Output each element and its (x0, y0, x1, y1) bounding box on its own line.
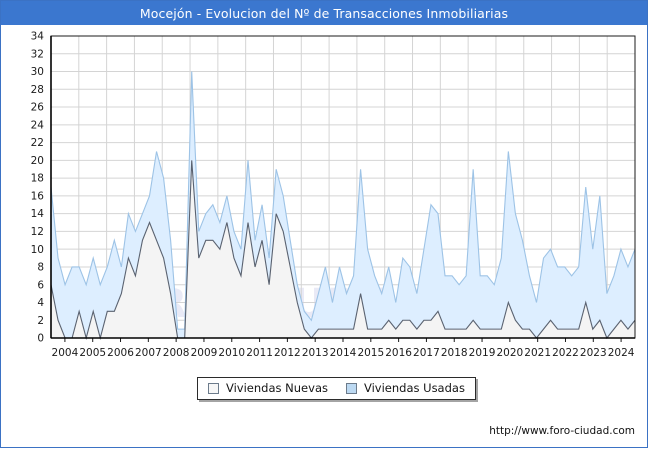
svg-text:2020: 2020 (496, 347, 523, 359)
svg-text:2015: 2015 (357, 347, 384, 359)
svg-text:2023: 2023 (580, 347, 607, 359)
svg-text:2006: 2006 (107, 347, 134, 359)
svg-text:2019: 2019 (469, 347, 496, 359)
svg-text:34: 34 (31, 31, 45, 43)
window-title-bar: Mocejón - Evolucion del Nº de Transaccio… (1, 1, 647, 25)
svg-text:16: 16 (31, 190, 45, 202)
page-title: Mocejón - Evolucion del Nº de Transaccio… (139, 5, 509, 21)
svg-text:2018: 2018 (441, 347, 468, 359)
svg-text:2014: 2014 (330, 347, 357, 359)
svg-text:2012: 2012 (274, 347, 301, 359)
svg-text:2: 2 (37, 315, 44, 327)
plot-area: 0 2 4 6 8 10 12 14 16 18 20 22 24 26 28 30 32 34 2004 2005… (1, 25, 647, 449)
series-viviendas-nuevas (50, 160, 636, 341)
svg-text:2005: 2005 (79, 347, 106, 359)
svg-text:32: 32 (31, 48, 44, 60)
legend-item-viviendas-nuevas[interactable]: Viviendas Nuevas (208, 381, 328, 395)
legend-label-usadas: Viviendas Usadas (363, 381, 465, 395)
svg-text:0: 0 (37, 333, 44, 345)
svg-text:24: 24 (31, 119, 45, 131)
svg-text:2008: 2008 (163, 347, 190, 359)
svg-text:10: 10 (31, 244, 44, 256)
svg-text:2013: 2013 (302, 347, 329, 359)
svg-text:2022: 2022 (552, 347, 579, 359)
svg-text:6: 6 (37, 279, 44, 291)
axis-frame (50, 35, 636, 342)
svg-text:2021: 2021 (524, 347, 551, 359)
svg-text:2007: 2007 (135, 347, 162, 359)
x-axis-tick-labels: 2004 2005 2006 2007 2008 2009 2010 2011 2012 2013… (52, 347, 635, 359)
svg-text:22: 22 (31, 137, 44, 149)
legend-item-viviendas-usadas[interactable]: Viviendas Usadas (345, 381, 465, 395)
svg-text:18: 18 (31, 173, 44, 185)
svg-text:2016: 2016 (385, 347, 412, 359)
chart-legend: Viviendas Nuevas Viviendas Usadas (197, 377, 476, 400)
svg-text:20: 20 (31, 155, 44, 167)
svg-text:26: 26 (31, 102, 45, 114)
series-layer (50, 71, 636, 341)
svg-text:12: 12 (31, 226, 44, 238)
legend-swatch-nuevas-icon (208, 382, 219, 394)
svg-text:2009: 2009 (191, 347, 218, 359)
svg-text:14: 14 (31, 208, 45, 220)
legend-swatch-usadas-icon (345, 382, 357, 394)
svg-text:4: 4 (37, 297, 44, 309)
svg-text:30: 30 (31, 66, 44, 78)
svg-text:2010: 2010 (218, 347, 245, 359)
svg-text:2024: 2024 (608, 347, 635, 359)
svg-text:2004: 2004 (52, 347, 79, 359)
svg-text:8: 8 (37, 262, 44, 274)
legend-label-nuevas: Viviendas Nuevas (226, 381, 328, 395)
source-url[interactable]: http://www.foro-ciudad.com (489, 425, 635, 437)
svg-text:2017: 2017 (413, 347, 440, 359)
svg-text:2011: 2011 (246, 347, 273, 359)
svg-text:28: 28 (31, 84, 44, 96)
